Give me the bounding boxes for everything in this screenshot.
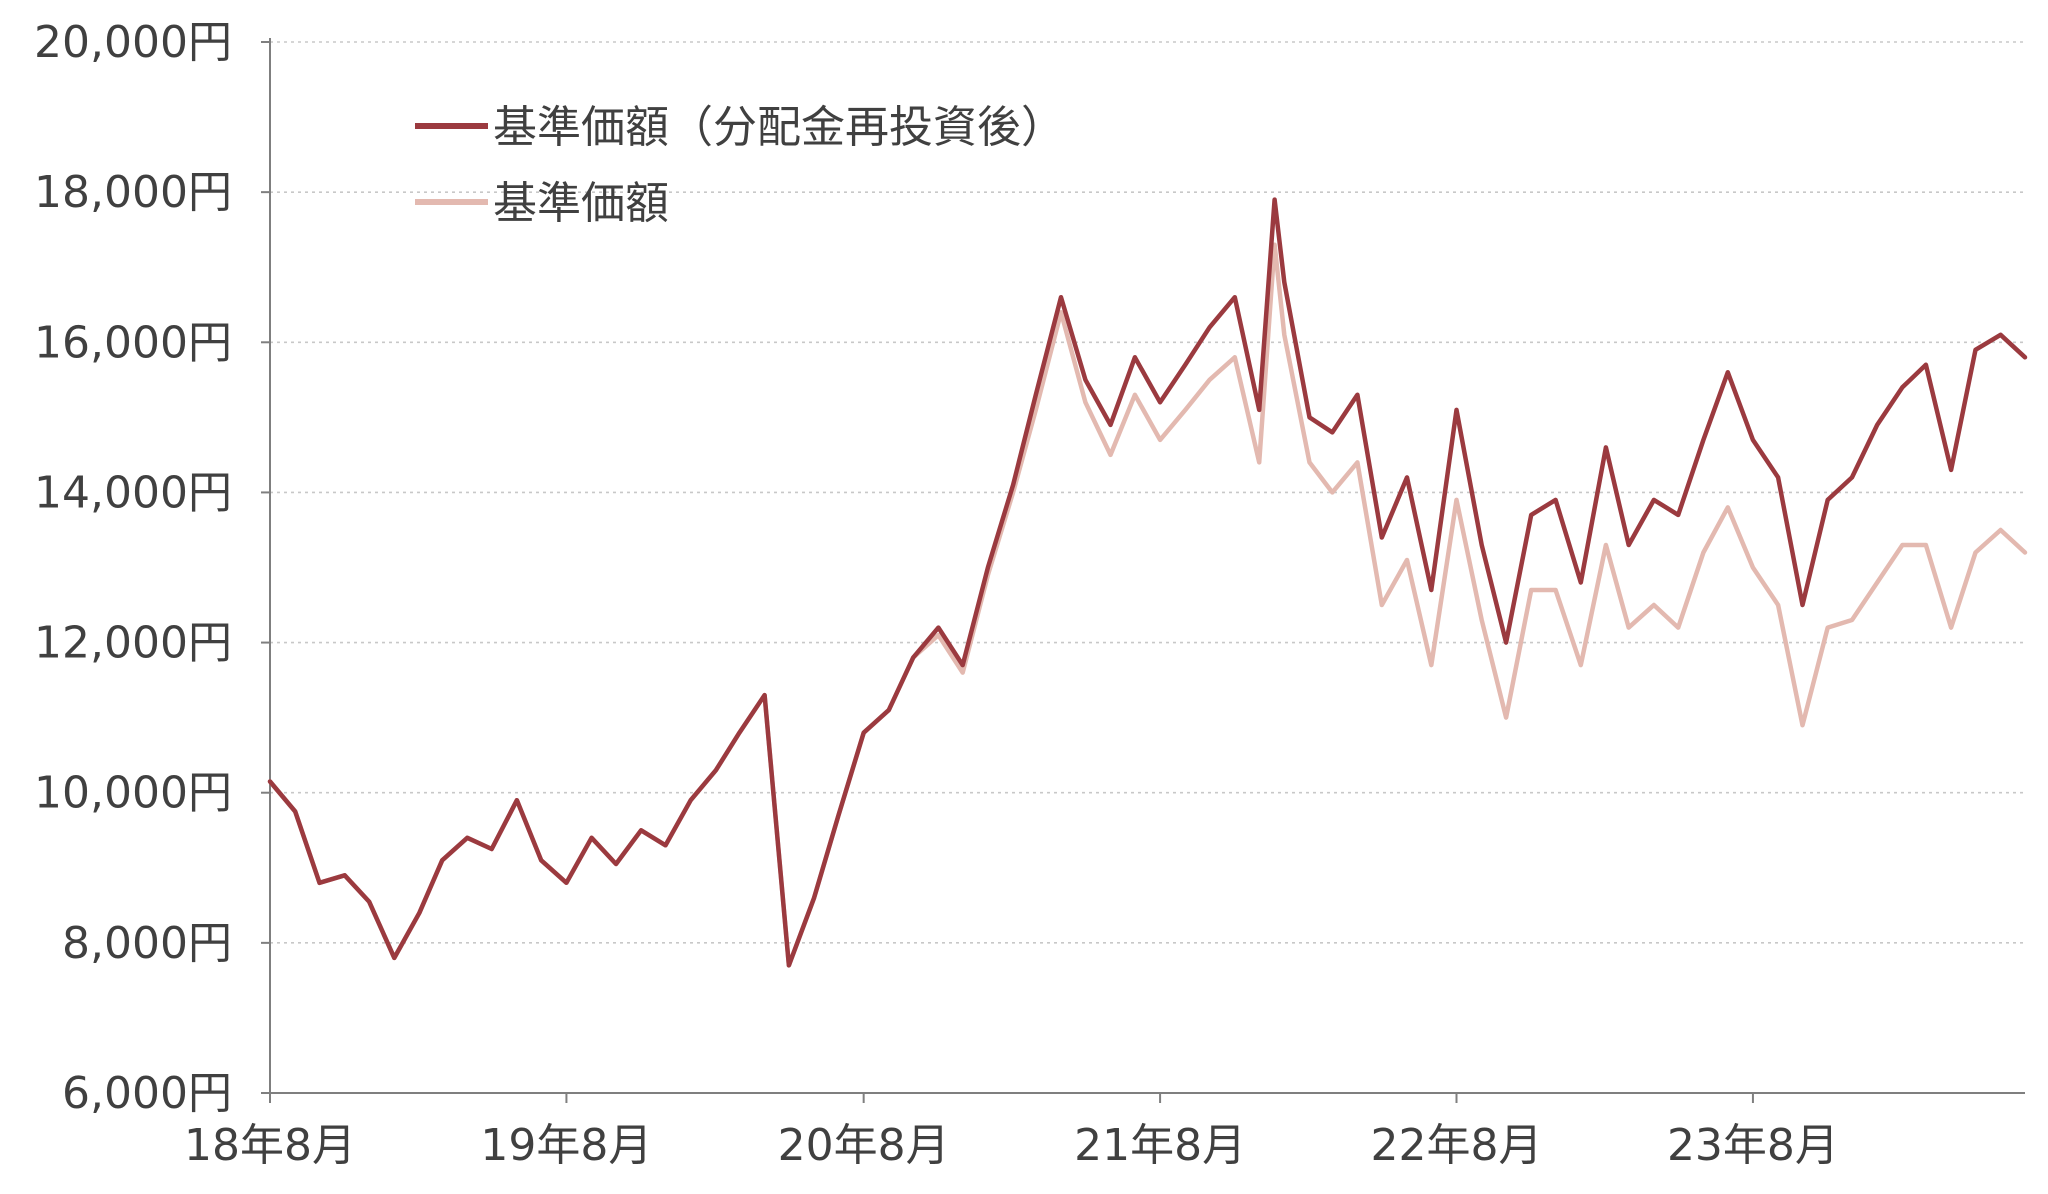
axes: 6,000円 8,000円 10,000円 12,000円 14,000円 16,000円… bbox=[34, 17, 2025, 1171]
y-tick-label: 16,000円 bbox=[34, 317, 232, 368]
series-line-0 bbox=[267, 197, 2028, 968]
x-tick-label: 21年8月 bbox=[1074, 1120, 1246, 1171]
y-tick-label: 14,000円 bbox=[34, 467, 232, 518]
y-tick-label: 10,000円 bbox=[34, 768, 232, 819]
y-tick-label: 6,000円 bbox=[62, 1068, 232, 1119]
series-line-1 bbox=[267, 242, 2028, 968]
y-tick-label: 8,000円 bbox=[62, 918, 232, 969]
x-tick-label: 22年8月 bbox=[1371, 1120, 1543, 1171]
series-lines bbox=[267, 197, 2028, 968]
legend-label-1: 基準価額 bbox=[493, 178, 669, 229]
legend-label-0: 基準価額（分配金再投資後） bbox=[493, 102, 1065, 153]
x-tick-label: 23年8月 bbox=[1667, 1120, 1839, 1171]
x-tick-label: 18年8月 bbox=[184, 1120, 356, 1171]
x-tick-label: 20年8月 bbox=[778, 1120, 950, 1171]
y-tick-label: 18,000円 bbox=[34, 167, 232, 218]
gridlines bbox=[270, 41, 2025, 944]
x-tick-label: 19年8月 bbox=[480, 1120, 652, 1171]
y-tick-label: 20,000円 bbox=[34, 17, 232, 68]
legend: 基準価額（分配金再投資後） 基準価額 bbox=[415, 102, 1065, 229]
y-tick-label: 12,000円 bbox=[34, 618, 232, 669]
